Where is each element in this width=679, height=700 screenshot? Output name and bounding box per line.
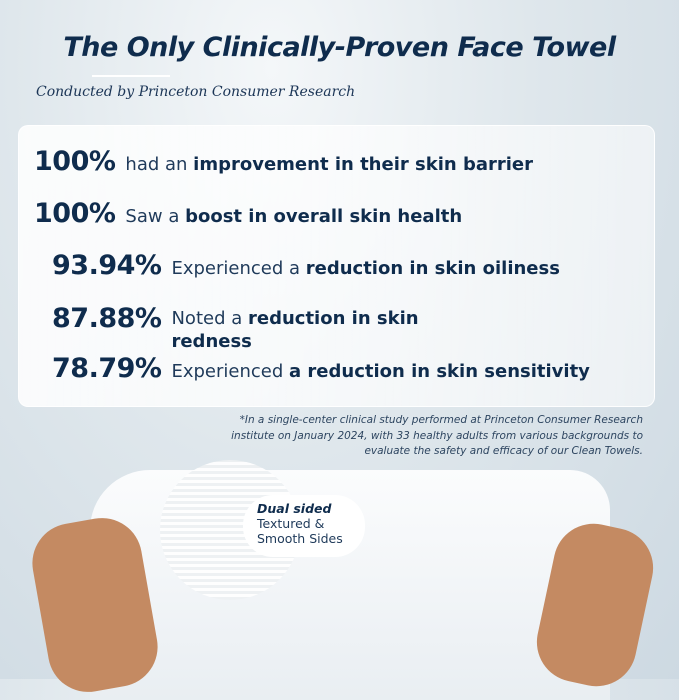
stat-row: 78.79% Experienced a reduction in skin se…: [52, 353, 590, 384]
stat-row: 100% had an improvement in their skin bar…: [34, 146, 533, 177]
divider: [92, 75, 170, 77]
stat-percent: 100%: [34, 146, 116, 177]
subtitle: Conducted by Princeton Consumer Research: [36, 84, 356, 100]
stat-row: 93.94% Experienced a reduction in skin oi…: [52, 250, 560, 281]
dual-sided-callout: Dual sided Textured & Smooth Sides: [243, 495, 365, 557]
stat-percent: 93.94%: [52, 250, 162, 281]
page-title: The Only Clinically-Proven Face Towel: [63, 32, 616, 63]
footnote: *In a single-center clinical study perfo…: [231, 414, 643, 457]
stat-row: 100% Saw a boost in overall skin health: [34, 198, 463, 229]
stats-card: [18, 125, 655, 407]
stat-percent: 87.88%: [52, 303, 162, 334]
stat-percent: 78.79%: [52, 353, 162, 384]
stat-row: 87.88% Noted a reduction in skin redness: [52, 303, 419, 352]
stat-percent: 100%: [34, 198, 116, 229]
